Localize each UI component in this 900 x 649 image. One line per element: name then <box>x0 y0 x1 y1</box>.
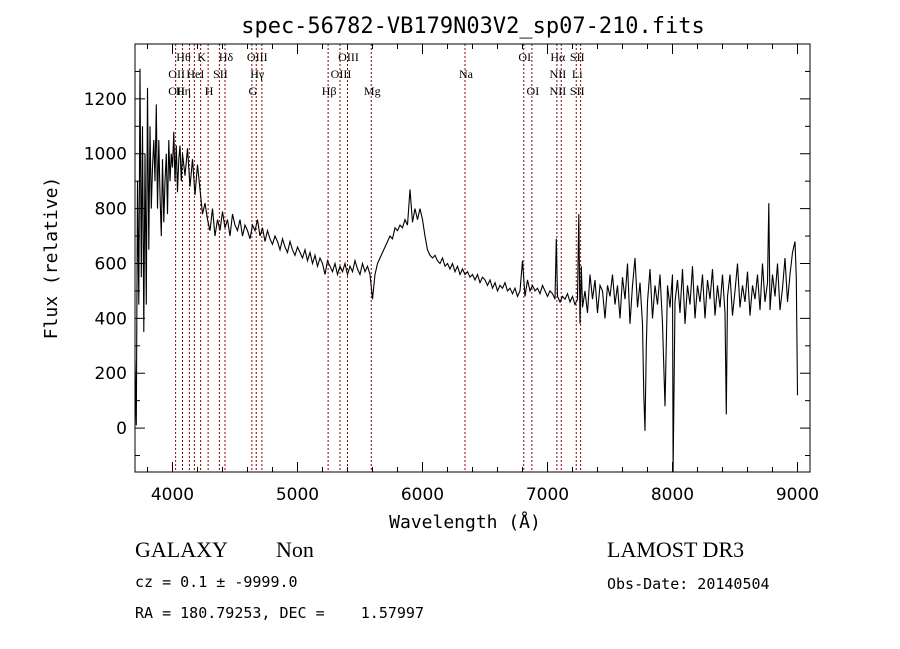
y-tick-label: 600 <box>95 254 127 274</box>
coords-text: RA = 180.79253, DEC = 1.57997 <box>135 604 424 622</box>
line-marker-labels: OII OII Hθ Hη HeI K H SII Hδ G OIII Hγ Hβ OIII OIII Mg N… <box>168 50 584 98</box>
line-marker-label: SII <box>570 50 585 64</box>
line-marker-label: NII <box>550 67 567 81</box>
y-tick-label: 400 <box>95 309 127 329</box>
line-marker-label: OIII <box>338 50 359 64</box>
line-marker-label: H <box>205 84 214 98</box>
line-marker-label: Hγ <box>250 67 265 81</box>
line-marker-label: Hβ <box>322 84 337 98</box>
x-tick-label: 4000 <box>151 485 194 505</box>
line-marker-label: Hη <box>176 84 191 98</box>
x-tick-label: 8000 <box>651 485 694 505</box>
line-marker-label: OII <box>168 84 185 98</box>
class-label: GALAXY <box>135 537 228 562</box>
line-marker-label: HeI <box>186 67 204 81</box>
x-axis-label: Wavelength (Å) <box>389 511 541 533</box>
line-marker-label: Mg <box>364 84 381 98</box>
x-tick-label: 9000 <box>776 485 819 505</box>
line-marker-label: OIII <box>331 67 352 81</box>
chart-title: spec-56782-VB179N03V2_sp07-210.fits <box>241 14 705 39</box>
line-marker-label: Hα <box>550 50 566 64</box>
line-marker-label: SII <box>213 67 228 81</box>
line-marker-label: NII <box>550 84 567 98</box>
y-axis-ticks: 0 200 400 600 800 1000 1200 <box>84 70 810 457</box>
line-marker-label: Hδ <box>219 50 234 64</box>
line-markers <box>175 44 582 472</box>
y-tick-label: 1200 <box>84 90 127 110</box>
line-marker-label: OI <box>527 84 540 98</box>
y-tick-label: 800 <box>95 200 127 220</box>
y-axis-label: Flux (relative) <box>41 177 62 340</box>
line-marker-label: Na <box>459 67 474 81</box>
line-marker-label: OIII <box>247 50 268 64</box>
line-marker-label: OII <box>168 67 185 81</box>
line-marker-label: Hθ <box>176 50 191 64</box>
line-marker-label: SII <box>570 84 585 98</box>
x-axis-ticks: 4000 5000 6000 7000 8000 9000 <box>147 44 819 505</box>
line-marker-label: Li <box>572 67 583 81</box>
line-marker-label: K <box>197 50 206 64</box>
x-tick-label: 5000 <box>276 485 319 505</box>
plot-frame <box>134 43 811 473</box>
subclass-label: Non <box>276 537 314 562</box>
y-tick-label: 1000 <box>84 145 127 165</box>
x-tick-label: 6000 <box>401 485 444 505</box>
obs-date-text: Obs-Date: 20140504 <box>607 575 770 593</box>
redshift-text: cz = 0.1 ± -9999.0 <box>135 573 298 591</box>
y-tick-label: 0 <box>116 419 127 439</box>
spectrum-series-line <box>134 68 799 473</box>
line-marker-label: G <box>249 84 258 98</box>
y-tick-label: 200 <box>95 364 127 384</box>
survey-label: LAMOST DR3 <box>607 537 744 562</box>
line-marker-label: OI <box>518 50 531 64</box>
x-tick-label: 7000 <box>526 485 569 505</box>
